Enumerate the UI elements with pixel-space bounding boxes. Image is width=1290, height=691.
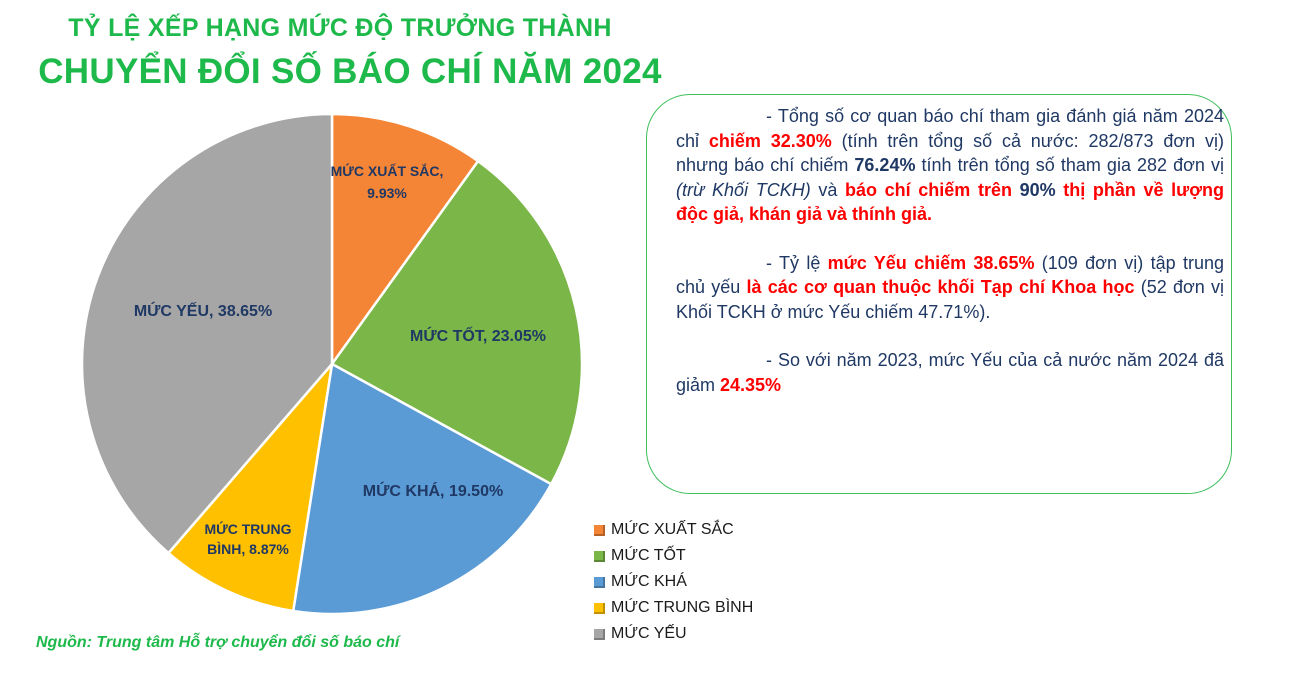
pie-slice-1 [330,112,480,368]
legend-item-1: MỨC XUẤT SẮC [594,517,753,543]
legend-item-5: MỨC YẾU [594,621,753,647]
legend-swatch [594,524,605,536]
source-note: Nguồn: Trung tâm Hỗ trợ chuyển đổi số bá… [36,634,400,651]
pie-slice-5 [80,112,334,555]
legend-label: MỨC KHÁ [611,573,687,590]
note-paragraph-2: - Tỷ lệ mức Yếu chiếm 38.65% (109 đơn vị… [676,252,1225,322]
pie-slices [80,112,584,616]
legend-swatch [594,602,605,614]
legend-label: MỨC XUẤT SẮC [611,521,734,538]
legend-item-2: MỨC TỐT [594,543,753,569]
legend: MỨC XUẤT SẮC MỨC TỐT MỨC KHÁ MỨC TRUNG BÌNH… [594,517,753,647]
pie-slice-3 [291,362,553,616]
legend-swatch [594,550,605,562]
note-box [646,94,1232,494]
slice-label-1: MỨC XUẤT SẮC, 9.93% [331,162,444,201]
note-paragraph-1: - Tổng số cơ quan báo chí tham gia đánh … [676,106,1225,224]
note-text: - Tổng số cơ quan báo chí tham gia đánh … [676,104,1224,421]
slice-label-5: MỨC YẾU, 38.65% [134,301,272,320]
legend-swatch [594,576,605,588]
legend-item-3: MỨC KHÁ [594,569,753,595]
legend-label: MỨC YẾU [611,625,687,642]
pie-slice-2 [330,159,584,486]
title-line-1: TỶ LỆ XẾP HẠNG MỨC ĐỘ TRƯỞNG THÀNH [68,14,612,42]
legend-label: MỨC TRUNG BÌNH [611,599,754,616]
slice-label-2: MỨC TỐT, 23.05% [410,325,546,345]
note-paragraph-3: - So với năm 2023, mức Yếu của cả nước n… [676,350,1224,395]
legend-label: MỨC TỐT [611,547,686,564]
legend-item-4: MỨC TRUNG BÌNH [594,595,753,621]
pie-labels: MỨC XUẤT SẮC, 9.93% MỨC TỐT, 23.05% MỨC KHÁ… [134,162,546,557]
title-line-2: CHUYỂN ĐỔI SỐ BÁO CHÍ NĂM 2024 [38,52,662,91]
legend-swatch [594,628,605,640]
pie-slice-4 [166,359,334,613]
slice-label-3: MỨC KHÁ, 19.50% [363,481,503,500]
slice-label-4: MỨC TRUNG BÌNH, 8.87% [204,520,291,557]
